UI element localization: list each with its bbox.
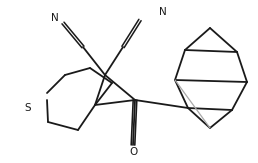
Text: N: N (51, 13, 59, 23)
Text: N: N (159, 7, 167, 17)
Text: O: O (129, 147, 137, 157)
Text: S: S (25, 103, 31, 113)
